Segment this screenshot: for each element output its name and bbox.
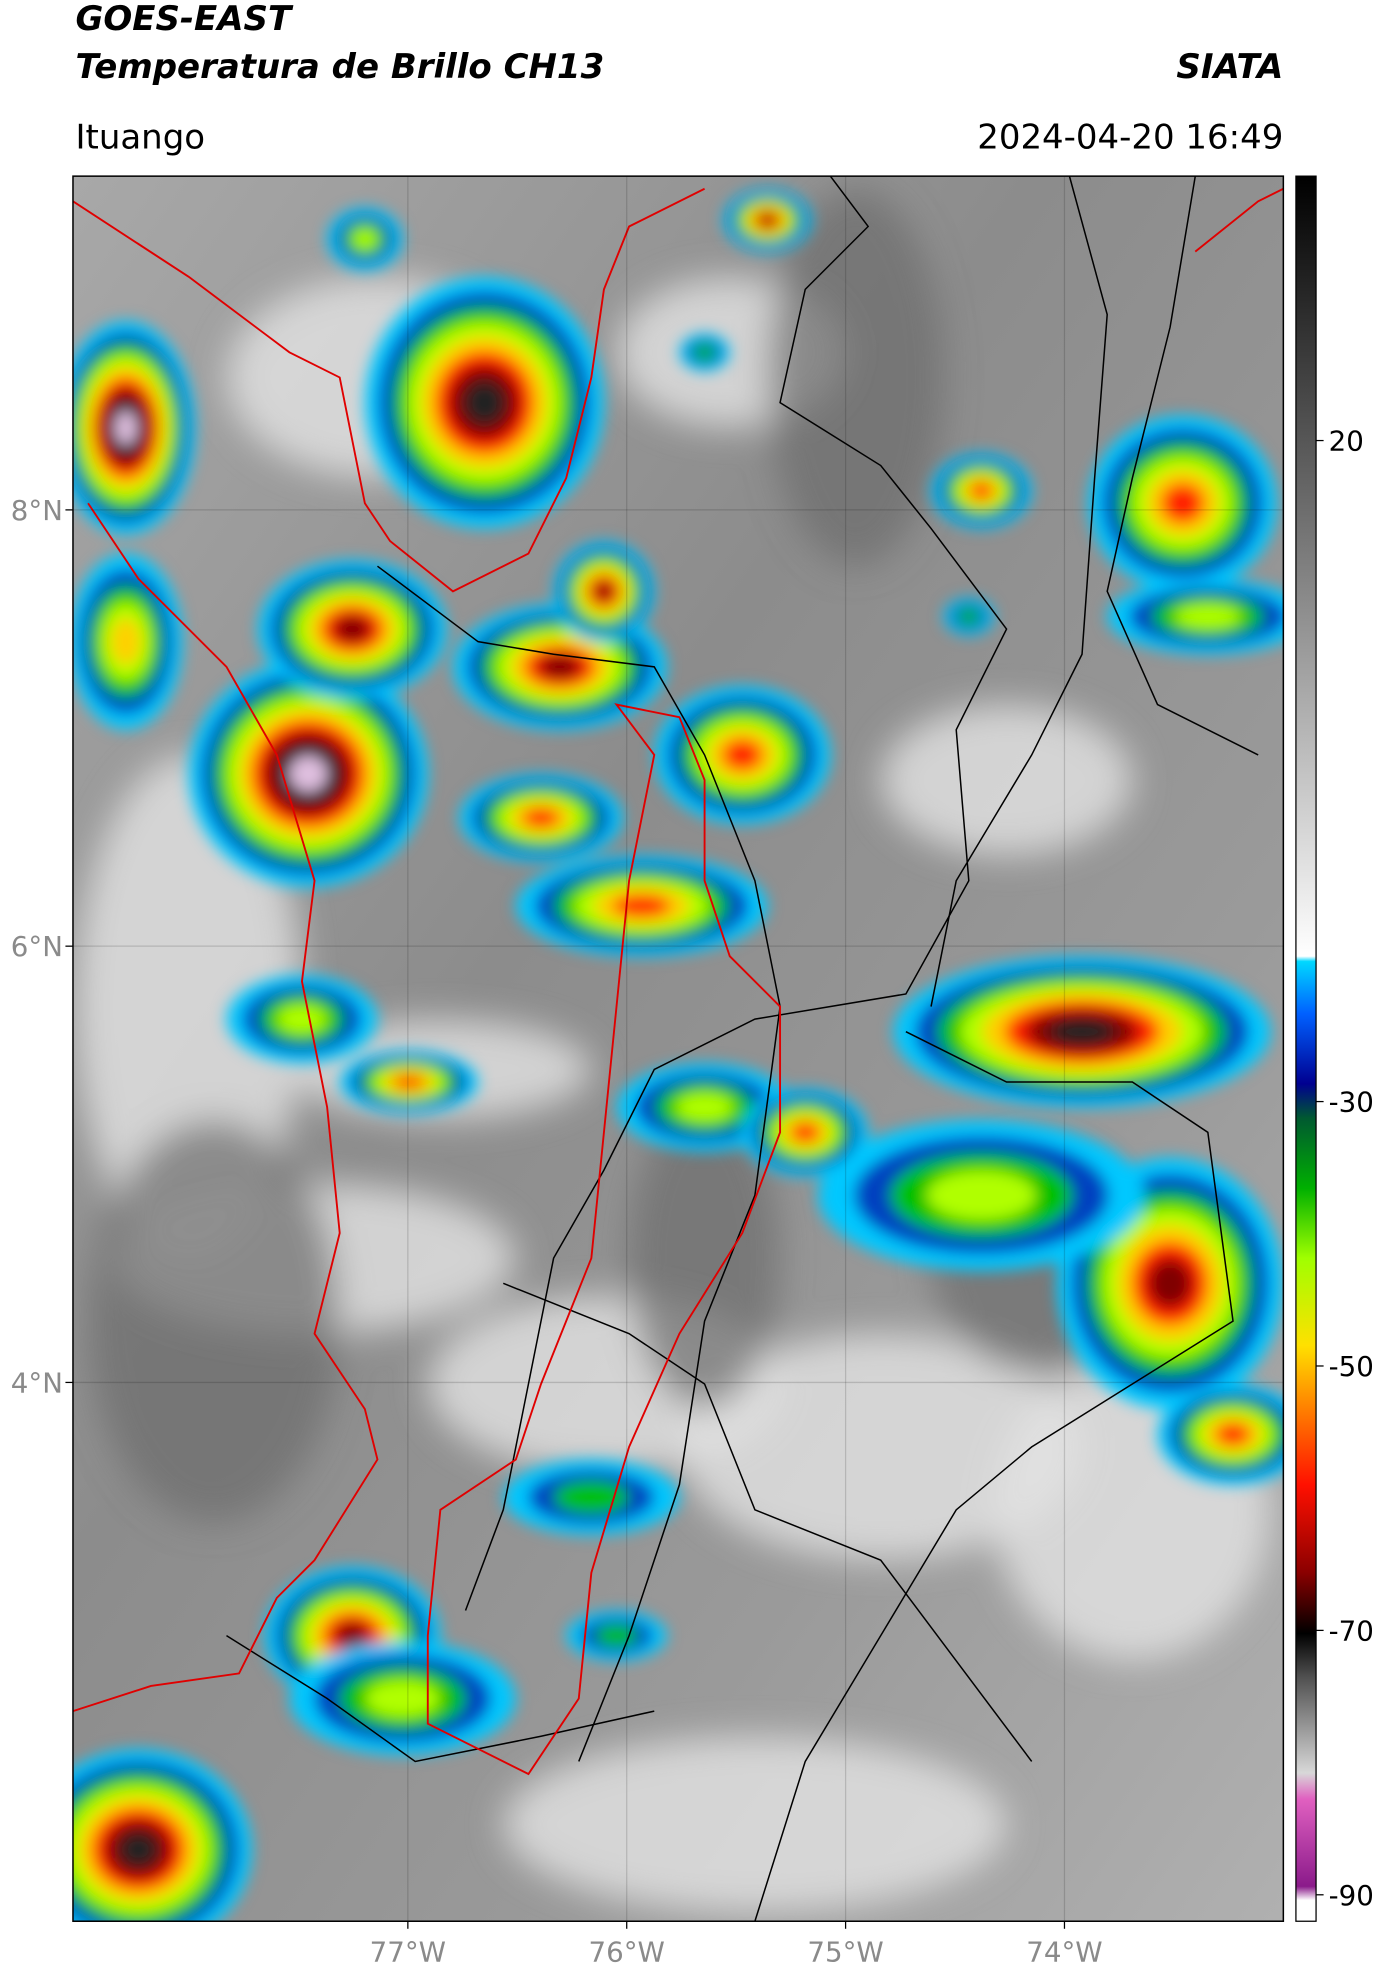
storm-layer xyxy=(1160,482,1205,524)
x-tick-label: 74°W xyxy=(1026,1935,1102,1968)
storm-layer xyxy=(553,1481,630,1514)
storm-layer xyxy=(463,380,506,425)
x-tick-label: 77°W xyxy=(370,1935,446,1968)
x-tick-label: 75°W xyxy=(807,1935,883,1968)
storm-layer xyxy=(276,1004,328,1034)
cloud xyxy=(503,1736,1007,1913)
location: Ituango xyxy=(75,117,205,157)
storm-layer xyxy=(790,1122,820,1143)
satellite-map xyxy=(72,176,1284,1922)
storm-layer xyxy=(114,410,137,445)
storm-layer xyxy=(593,581,614,602)
storm-layer xyxy=(675,1092,734,1122)
title: GOES-EAST xyxy=(75,0,293,39)
colorbar xyxy=(1295,175,1317,1922)
axes: 77°W 76°W 75°W 74°W 8°N 6°N 4°N 20 -30 -50 -70 -90 xyxy=(11,425,1374,1969)
dark-area xyxy=(88,1119,340,1523)
storm-layer xyxy=(612,894,671,918)
storm-layer xyxy=(1048,1018,1116,1046)
cloud xyxy=(679,1333,1083,1561)
storm-layer xyxy=(1174,603,1242,630)
storm-layer xyxy=(693,344,716,361)
y-tick-label: 4°N xyxy=(11,1367,63,1400)
storm-layer xyxy=(352,228,378,250)
storm-layer xyxy=(392,1074,425,1090)
storm-layer xyxy=(758,213,777,227)
grid xyxy=(72,176,1284,1922)
colorbar-tick-label: -50 xyxy=(1329,1350,1374,1383)
subtitle: Temperatura de Brillo CH13 xyxy=(75,47,604,87)
storm-layer xyxy=(722,738,763,771)
x-tick-label: 76°W xyxy=(589,1935,665,1968)
storm-layer xyxy=(926,1170,1036,1221)
y-tick-label: 8°N xyxy=(11,494,63,527)
map-frame xyxy=(72,175,1285,1922)
storm-layer xyxy=(1215,1422,1251,1446)
coastline xyxy=(72,187,1284,1776)
colorbar-tick-label: -30 xyxy=(1329,1086,1374,1119)
datetime: 2024-04-20 16:49 xyxy=(977,117,1283,157)
colorbar-tick-label: -90 xyxy=(1329,1879,1374,1912)
storm-layer xyxy=(538,654,582,680)
storm-layer xyxy=(118,1831,159,1868)
borders xyxy=(226,176,1259,1922)
storm-layer xyxy=(333,615,372,643)
storm-layer xyxy=(364,1679,441,1718)
storm-layer xyxy=(289,755,328,792)
storm-cells xyxy=(72,188,1284,1922)
storm-layer xyxy=(334,1621,370,1650)
colorbar-tick-label: 20 xyxy=(1329,425,1364,458)
storm-layer xyxy=(958,608,980,625)
source: SIATA xyxy=(1176,47,1283,87)
storm-layer xyxy=(969,481,993,500)
cloud xyxy=(880,704,1133,856)
storm-layer xyxy=(110,617,142,666)
storm-layer xyxy=(522,807,560,828)
dark-area xyxy=(629,1107,781,1410)
storm-layer xyxy=(1147,1258,1193,1309)
y-tick-label: 6°N xyxy=(11,930,63,963)
colorbar-tick-label: -70 xyxy=(1329,1614,1374,1647)
